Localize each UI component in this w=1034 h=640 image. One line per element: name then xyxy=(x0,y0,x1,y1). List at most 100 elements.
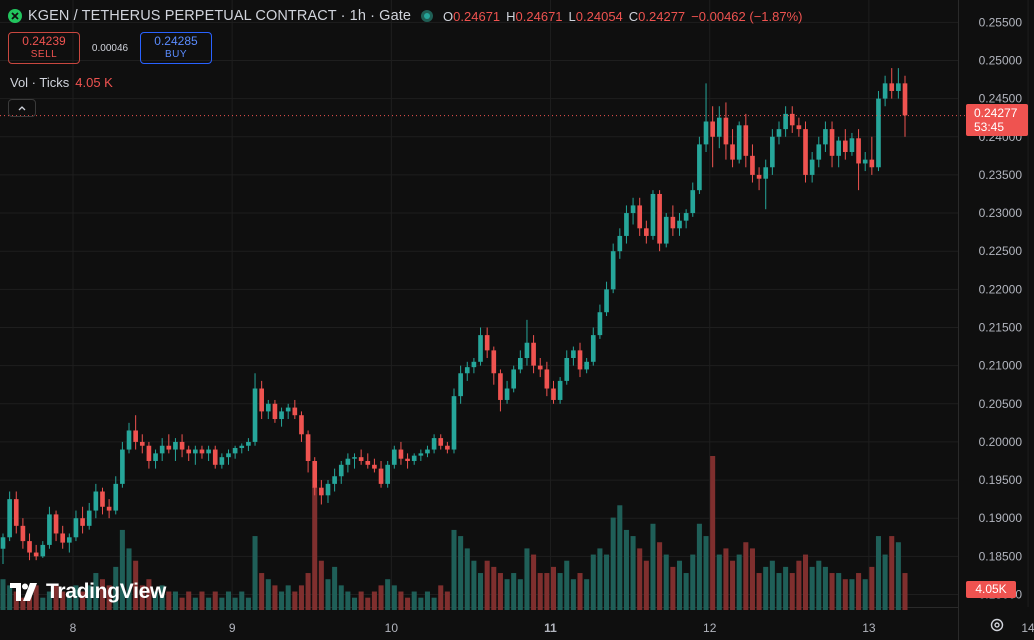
market-status-icon[interactable] xyxy=(421,10,434,22)
candle-body xyxy=(584,361,589,370)
candle-body xyxy=(809,159,815,175)
volume-bar xyxy=(272,585,278,610)
candle-body xyxy=(796,125,802,130)
candle-body xyxy=(770,136,775,168)
candle-body xyxy=(193,449,198,454)
volume-bar xyxy=(345,591,351,610)
volume-bar xyxy=(564,560,570,610)
candle-body xyxy=(836,140,841,156)
volume-bar xyxy=(206,597,212,610)
volume-bar xyxy=(80,591,86,610)
candle-body xyxy=(743,125,749,156)
volume-bar xyxy=(225,591,232,610)
volume-axis-label: 4.05K xyxy=(966,581,1016,598)
volume-bar xyxy=(405,597,411,610)
buy-button[interactable]: 0.24285 BUY xyxy=(140,32,212,64)
volume-bar xyxy=(836,573,842,610)
candle-body xyxy=(670,216,676,229)
buy-price: 0.24285 xyxy=(154,34,198,48)
volume-legend[interactable]: Vol · Ticks 4.05 K xyxy=(10,75,113,90)
volume-bar xyxy=(789,573,795,610)
volume-bar xyxy=(537,573,543,610)
price-tick-label: 0.25500 xyxy=(979,15,1023,29)
volume-bar xyxy=(73,585,79,610)
candle-body xyxy=(889,83,895,91)
volume-bar xyxy=(40,597,46,610)
price-tick-label: 0.19500 xyxy=(979,473,1023,487)
collapse-legend-button[interactable] xyxy=(8,99,36,117)
candle-body xyxy=(159,445,165,454)
volume-bar xyxy=(192,597,198,610)
time-tick-label: 8 xyxy=(70,621,77,635)
kgen-logo-icon xyxy=(8,9,22,23)
candle-body xyxy=(312,460,318,488)
candle-body xyxy=(624,213,629,236)
candle-body xyxy=(246,441,251,446)
volume-bar xyxy=(763,566,769,610)
volume-bar xyxy=(703,536,709,610)
candle-body xyxy=(411,455,417,461)
spread-value: 0.00046 xyxy=(91,42,129,54)
candle-body xyxy=(80,518,85,526)
candle-body xyxy=(126,430,132,450)
time-axis: 8 9 10 11 12 13 14 xyxy=(70,621,1034,635)
volume-bar xyxy=(199,591,205,610)
volume-bar xyxy=(590,554,596,610)
candle-body xyxy=(544,369,550,389)
sell-button[interactable]: 0.24239 SELL xyxy=(8,32,80,64)
candle-body xyxy=(663,216,669,244)
volume-bar xyxy=(292,591,298,610)
volume-bar xyxy=(570,579,576,610)
open-value: 0.24671 xyxy=(453,8,501,24)
volume-bar xyxy=(517,579,523,610)
symbol-title[interactable]: KGEN / TETHERUS PERPETUAL CONTRACT · 1h … xyxy=(28,8,412,24)
volume-bar xyxy=(577,573,583,610)
close-value: 0.24277 xyxy=(638,8,686,24)
candle-body xyxy=(352,457,357,459)
candle-body xyxy=(146,445,152,461)
volume-bar xyxy=(895,542,901,610)
candle-body xyxy=(133,430,138,442)
candle-body xyxy=(604,289,609,313)
candle-body xyxy=(504,388,510,400)
candle-body xyxy=(7,499,12,538)
candle-body xyxy=(590,335,596,362)
candle-body xyxy=(372,464,377,469)
volume-bar xyxy=(610,517,616,610)
volume-bar xyxy=(245,597,251,610)
volume-bar xyxy=(484,560,490,610)
gear-icon[interactable] xyxy=(989,617,1005,633)
volume-bar xyxy=(0,579,6,610)
volume-bar xyxy=(371,591,377,610)
price-tick-label: 0.21500 xyxy=(979,320,1023,334)
volume-bar xyxy=(265,579,271,610)
candle-body xyxy=(27,541,32,553)
candle-body xyxy=(617,235,623,252)
candle-body xyxy=(120,449,125,484)
price-tick-label: 0.20000 xyxy=(979,435,1023,449)
candle-body xyxy=(239,445,245,449)
volume-bar xyxy=(318,560,324,610)
volume-bar xyxy=(643,560,649,610)
trade-buttons: 0.24239 SELL 0.00046 0.24285 BUY xyxy=(8,32,212,64)
chart-header: KGEN / TETHERUS PERPETUAL CONTRACT · 1h … xyxy=(8,7,802,25)
candle-body xyxy=(816,144,822,160)
volume-bar xyxy=(60,591,66,610)
volume-bar xyxy=(511,573,517,610)
candle-body xyxy=(557,380,563,400)
candle-body xyxy=(478,335,483,362)
tradingview-icon xyxy=(10,583,37,601)
volume-bar xyxy=(458,536,464,610)
volume-bar xyxy=(385,579,391,610)
volume-bar xyxy=(431,597,437,610)
volume-bar xyxy=(351,597,358,610)
volume-bar xyxy=(829,573,835,610)
tradingview-logo[interactable]: TradingView xyxy=(10,580,166,604)
candle-body xyxy=(292,407,298,416)
candle-body xyxy=(173,441,178,450)
candle-body xyxy=(47,514,52,545)
price-tick-label: 0.21000 xyxy=(979,359,1023,373)
candle-body xyxy=(100,491,105,507)
